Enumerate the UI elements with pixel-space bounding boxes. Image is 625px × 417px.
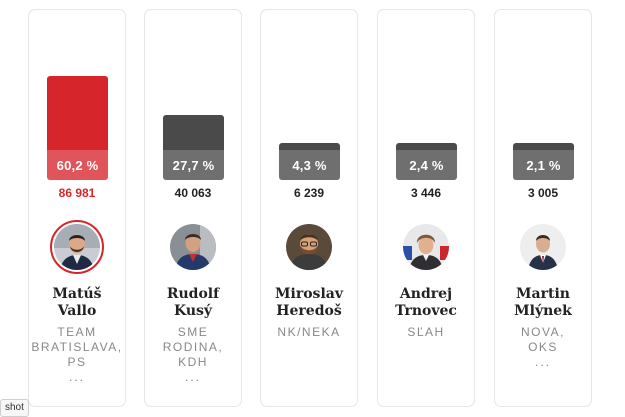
person-portrait-icon [286, 224, 332, 270]
more-parties-indicator[interactable]: ... [68, 370, 85, 384]
vote-percent: 60,2 % [47, 150, 108, 180]
more-parties-indicator[interactable]: ... [184, 370, 201, 384]
candidate-party: NOVA, OKS ... [495, 325, 591, 369]
vote-bar: 2,4 % [396, 143, 457, 180]
vote-bar-fill [396, 143, 457, 150]
vote-bar: 2,1 % [513, 143, 574, 180]
candidate-card-1[interactable]: 60,2 % 86 981 Matúš Vallo TEAM BR [28, 9, 126, 407]
vote-bar-fill [513, 143, 574, 150]
vote-percent: 2,1 % [513, 150, 574, 180]
candidate-card-5[interactable]: 2,1 % 3 005 Martin Mlýnek NOVA, OKS ... [494, 9, 592, 407]
vote-count: 86 981 [58, 186, 96, 200]
vote-count: 6 239 [293, 186, 325, 200]
candidate-name: Martin Mlýnek [514, 286, 572, 319]
vote-bar: 60,2 % [47, 76, 108, 180]
vote-percent: 4,3 % [279, 150, 340, 180]
person-portrait-icon [520, 224, 566, 270]
vote-percent: 2,4 % [396, 150, 457, 180]
vote-bar-fill [163, 115, 224, 150]
person-portrait-icon [54, 224, 100, 270]
candidate-party: TEAM BRATISLAVA, PS ... [29, 325, 125, 384]
candidate-card-2[interactable]: 27,7 % 40 063 Rudolf Kusý SME RODINA, KD… [144, 9, 242, 407]
candidate-avatar [520, 224, 566, 270]
vote-percent: 27,7 % [163, 150, 224, 180]
candidate-name: Miroslav Heredoš [275, 286, 343, 319]
candidate-party: NK/NEKA [277, 325, 341, 339]
candidate-name: Andrej Trnovec [395, 286, 457, 319]
vote-count: 3 005 [527, 186, 559, 200]
candidate-party: SĽAH [407, 325, 445, 339]
person-portrait-icon [403, 224, 449, 270]
vote-bar-fill [279, 143, 340, 150]
vote-count: 40 063 [174, 186, 212, 200]
candidate-name: Matúš Vallo [52, 286, 102, 319]
vote-bar: 4,3 % [279, 143, 340, 180]
candidate-card-4[interactable]: 2,4 % 3 446 Andrej Trnovec SĽAH [377, 9, 475, 407]
vote-bar: 27,7 % [163, 115, 224, 180]
candidate-avatar [286, 224, 332, 270]
candidate-avatar [50, 220, 104, 274]
candidate-avatar [170, 224, 216, 270]
vote-bar-fill [47, 76, 108, 150]
person-portrait-icon [170, 224, 216, 270]
candidate-card-3[interactable]: 4,3 % 6 239 Miroslav Heredoš NK/NEKA [260, 9, 358, 407]
candidate-name: Rudolf Kusý [166, 286, 220, 319]
screenshot-tooltip: shot [0, 399, 29, 417]
candidate-avatar [403, 224, 449, 270]
vote-count: 3 446 [410, 186, 442, 200]
more-parties-indicator[interactable]: ... [534, 355, 551, 369]
candidate-party: SME RODINA, KDH ... [145, 325, 241, 384]
